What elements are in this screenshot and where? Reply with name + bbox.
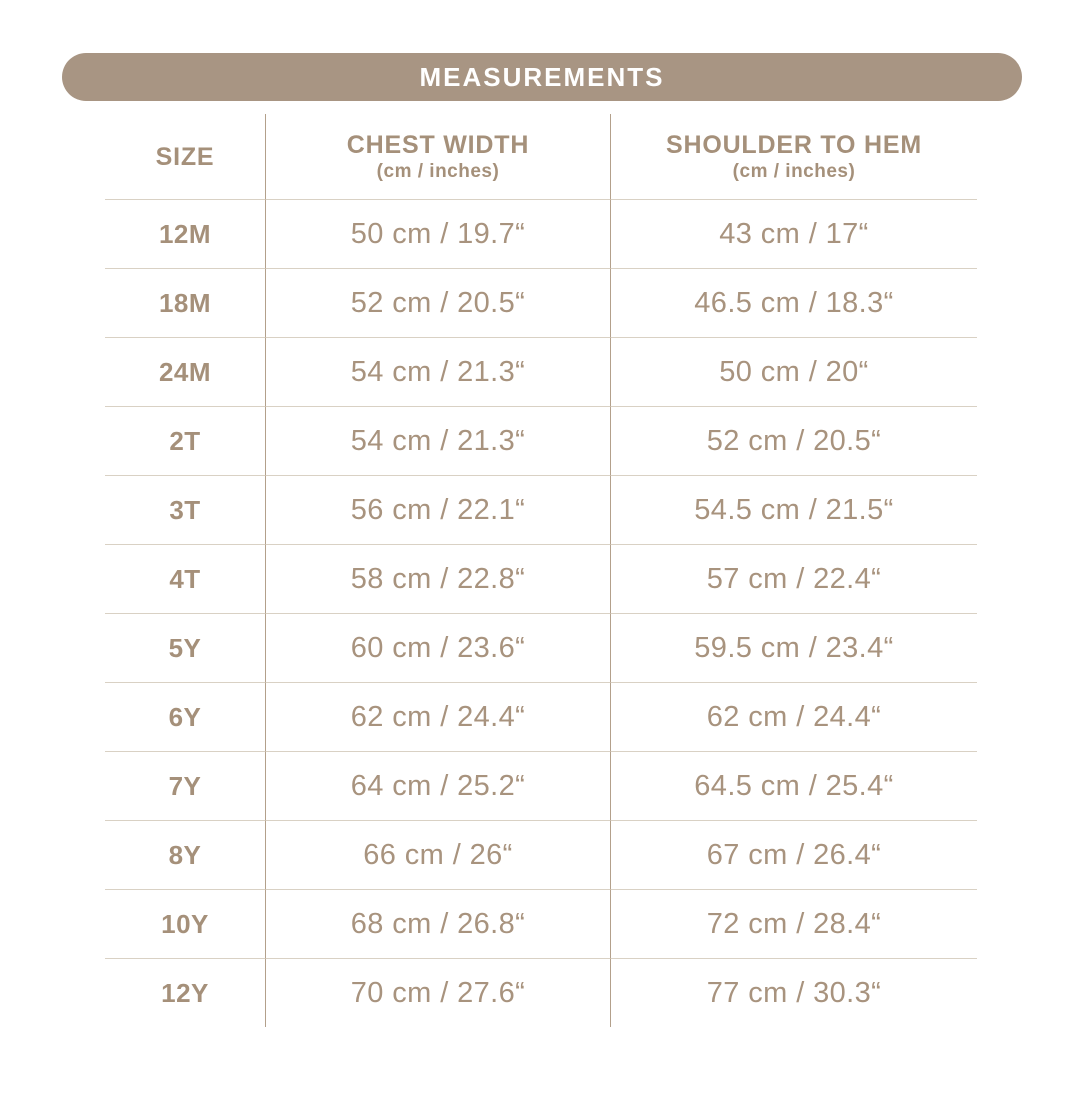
chest-width-cell: 70 cm / 27.6“: [265, 958, 610, 1027]
chest-width-value: 68 cm / 26.8“: [350, 907, 526, 940]
measurements-header-pill: MEASUREMENTS: [62, 53, 1022, 101]
shoulder-to-hem-value: 59.5 cm / 23.4“: [694, 631, 894, 664]
chest-width-cell: 64 cm / 25.2“: [265, 751, 610, 820]
col-header-shoulder-to-hem: SHOULDER TO HEM (cm / inches): [610, 114, 977, 199]
shoulder-to-hem-cell: 50 cm / 20“: [610, 337, 977, 406]
size-label: 4T: [169, 563, 201, 594]
size-cell: 10Y: [105, 889, 265, 958]
shoulder-to-hem-cell: 72 cm / 28.4“: [610, 889, 977, 958]
size-cell: 5Y: [105, 613, 265, 682]
chest-width-cell: 66 cm / 26“: [265, 820, 610, 889]
col-header-chest-width: CHEST WIDTH (cm / inches): [265, 114, 610, 199]
shoulder-to-hem-cell: 52 cm / 20.5“: [610, 406, 977, 475]
size-cell: 4T: [105, 544, 265, 613]
col-header-chest-width-units: (cm / inches): [376, 160, 500, 182]
chest-width-value: 54 cm / 21.3“: [350, 424, 526, 457]
chest-width-value: 66 cm / 26“: [363, 838, 513, 871]
chest-width-value: 70 cm / 27.6“: [350, 976, 526, 1009]
shoulder-to-hem-value: 72 cm / 28.4“: [706, 907, 882, 940]
shoulder-to-hem-value: 54.5 cm / 21.5“: [694, 493, 894, 526]
shoulder-to-hem-value: 77 cm / 30.3“: [706, 976, 882, 1009]
shoulder-to-hem-value: 50 cm / 20“: [719, 355, 869, 388]
chest-width-value: 64 cm / 25.2“: [350, 769, 526, 802]
size-cell: 12M: [105, 199, 265, 268]
size-label: 6Y: [168, 701, 202, 732]
shoulder-to-hem-cell: 57 cm / 22.4“: [610, 544, 977, 613]
chest-width-cell: 56 cm / 22.1“: [265, 475, 610, 544]
shoulder-to-hem-value: 64.5 cm / 25.4“: [694, 769, 894, 802]
size-cell: 7Y: [105, 751, 265, 820]
size-cell: 24M: [105, 337, 265, 406]
col-header-shoulder-to-hem-units: (cm / inches): [732, 160, 856, 182]
size-cell: 18M: [105, 268, 265, 337]
shoulder-to-hem-value: 46.5 cm / 18.3“: [694, 286, 894, 319]
col-header-size: SIZE: [105, 114, 265, 199]
size-cell: 12Y: [105, 958, 265, 1027]
size-label: 10Y: [161, 908, 209, 939]
chest-width-cell: 54 cm / 21.3“: [265, 337, 610, 406]
chest-width-cell: 60 cm / 23.6“: [265, 613, 610, 682]
shoulder-to-hem-cell: 54.5 cm / 21.5“: [610, 475, 977, 544]
shoulder-to-hem-cell: 43 cm / 17“: [610, 199, 977, 268]
chest-width-value: 52 cm / 20.5“: [350, 286, 526, 319]
chest-width-cell: 62 cm / 24.4“: [265, 682, 610, 751]
size-label: 7Y: [168, 770, 202, 801]
shoulder-to-hem-value: 43 cm / 17“: [719, 217, 869, 250]
size-label: 3T: [169, 494, 201, 525]
size-cell: 3T: [105, 475, 265, 544]
size-label: 5Y: [168, 632, 202, 663]
shoulder-to-hem-cell: 77 cm / 30.3“: [610, 958, 977, 1027]
shoulder-to-hem-cell: 46.5 cm / 18.3“: [610, 268, 977, 337]
chest-width-cell: 50 cm / 19.7“: [265, 199, 610, 268]
shoulder-to-hem-value: 67 cm / 26.4“: [706, 838, 882, 871]
chest-width-value: 56 cm / 22.1“: [350, 493, 526, 526]
chest-width-cell: 54 cm / 21.3“: [265, 406, 610, 475]
chest-width-cell: 52 cm / 20.5“: [265, 268, 610, 337]
shoulder-to-hem-cell: 59.5 cm / 23.4“: [610, 613, 977, 682]
size-cell: 2T: [105, 406, 265, 475]
chest-width-cell: 58 cm / 22.8“: [265, 544, 610, 613]
col-header-chest-width-label: CHEST WIDTH: [346, 130, 530, 159]
size-label: 24M: [158, 356, 212, 387]
page-title: MEASUREMENTS: [419, 61, 665, 92]
chest-width-value: 58 cm / 22.8“: [350, 562, 526, 595]
size-cell: 6Y: [105, 682, 265, 751]
size-cell: 8Y: [105, 820, 265, 889]
chest-width-value: 60 cm / 23.6“: [350, 631, 526, 664]
shoulder-to-hem-cell: 67 cm / 26.4“: [610, 820, 977, 889]
chest-width-value: 50 cm / 19.7“: [350, 217, 526, 250]
chest-width-value: 54 cm / 21.3“: [350, 355, 526, 388]
size-label: 18M: [158, 287, 212, 318]
size-label: 8Y: [168, 839, 202, 870]
shoulder-to-hem-value: 62 cm / 24.4“: [706, 700, 882, 733]
chest-width-cell: 68 cm / 26.8“: [265, 889, 610, 958]
chest-width-value: 62 cm / 24.4“: [350, 700, 526, 733]
shoulder-to-hem-cell: 62 cm / 24.4“: [610, 682, 977, 751]
size-label: 12M: [158, 218, 212, 249]
shoulder-to-hem-cell: 64.5 cm / 25.4“: [610, 751, 977, 820]
col-header-size-label: SIZE: [155, 142, 215, 171]
col-header-shoulder-to-hem-label: SHOULDER TO HEM: [666, 130, 922, 159]
size-label: 12Y: [161, 977, 209, 1008]
shoulder-to-hem-value: 57 cm / 22.4“: [706, 562, 882, 595]
size-chart-table: SIZE CHEST WIDTH (cm / inches) SHOULDER …: [105, 114, 977, 1027]
shoulder-to-hem-value: 52 cm / 20.5“: [706, 424, 882, 457]
size-label: 2T: [169, 425, 201, 456]
